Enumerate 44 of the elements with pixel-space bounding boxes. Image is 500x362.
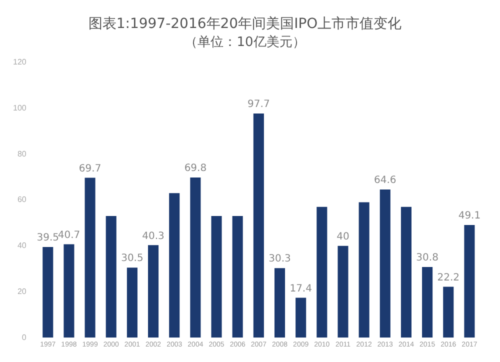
bar — [358, 202, 370, 338]
bar — [211, 216, 222, 338]
data-label: 40.3 — [142, 230, 164, 242]
bar — [42, 247, 54, 338]
data-label: 49.1 — [458, 210, 481, 222]
bar — [232, 216, 243, 338]
chart-title: 图表1:1997-2016年20年间美国IPO上市市值变化 — [88, 16, 402, 32]
bar — [106, 216, 116, 338]
data-label: 40 — [336, 231, 350, 242]
data-label: 64.6 — [374, 175, 396, 186]
bar — [64, 244, 74, 338]
data-label: 30.3 — [268, 254, 291, 265]
data-label: 69.7 — [78, 163, 102, 174]
data-label: 39.5 — [36, 232, 60, 244]
y-tick-label: 120 — [12, 58, 27, 67]
bar — [380, 189, 390, 338]
y-tick-label: 40 — [17, 241, 27, 250]
bar — [274, 268, 286, 338]
bar — [84, 178, 96, 338]
data-label: 30.5 — [121, 253, 144, 264]
bar — [338, 246, 348, 338]
data-label: 40.7 — [58, 230, 80, 241]
data-label: 30.8 — [416, 252, 438, 264]
bar — [190, 178, 201, 338]
y-tick-label: 20 — [17, 286, 27, 296]
data-label: 17.4 — [290, 283, 312, 294]
data-label: 97.7 — [248, 99, 270, 110]
bar — [253, 114, 264, 338]
bar — [169, 193, 180, 338]
chart-subtitle: （单位：10亿美元） — [184, 34, 306, 50]
y-tick-label: 100 — [12, 103, 27, 112]
bar — [316, 206, 328, 338]
data-label: 22.2 — [437, 272, 460, 284]
bar — [296, 298, 306, 338]
y-tick-label: 0 — [22, 332, 27, 342]
y-tick-label: 80 — [17, 149, 27, 158]
bar — [400, 206, 412, 338]
data-label: 69.8 — [184, 163, 207, 174]
bar — [126, 268, 138, 338]
y-tick-label: 60 — [17, 195, 27, 204]
bar — [443, 286, 454, 338]
bar — [148, 245, 159, 338]
bar — [464, 225, 475, 338]
bar — [422, 266, 433, 338]
